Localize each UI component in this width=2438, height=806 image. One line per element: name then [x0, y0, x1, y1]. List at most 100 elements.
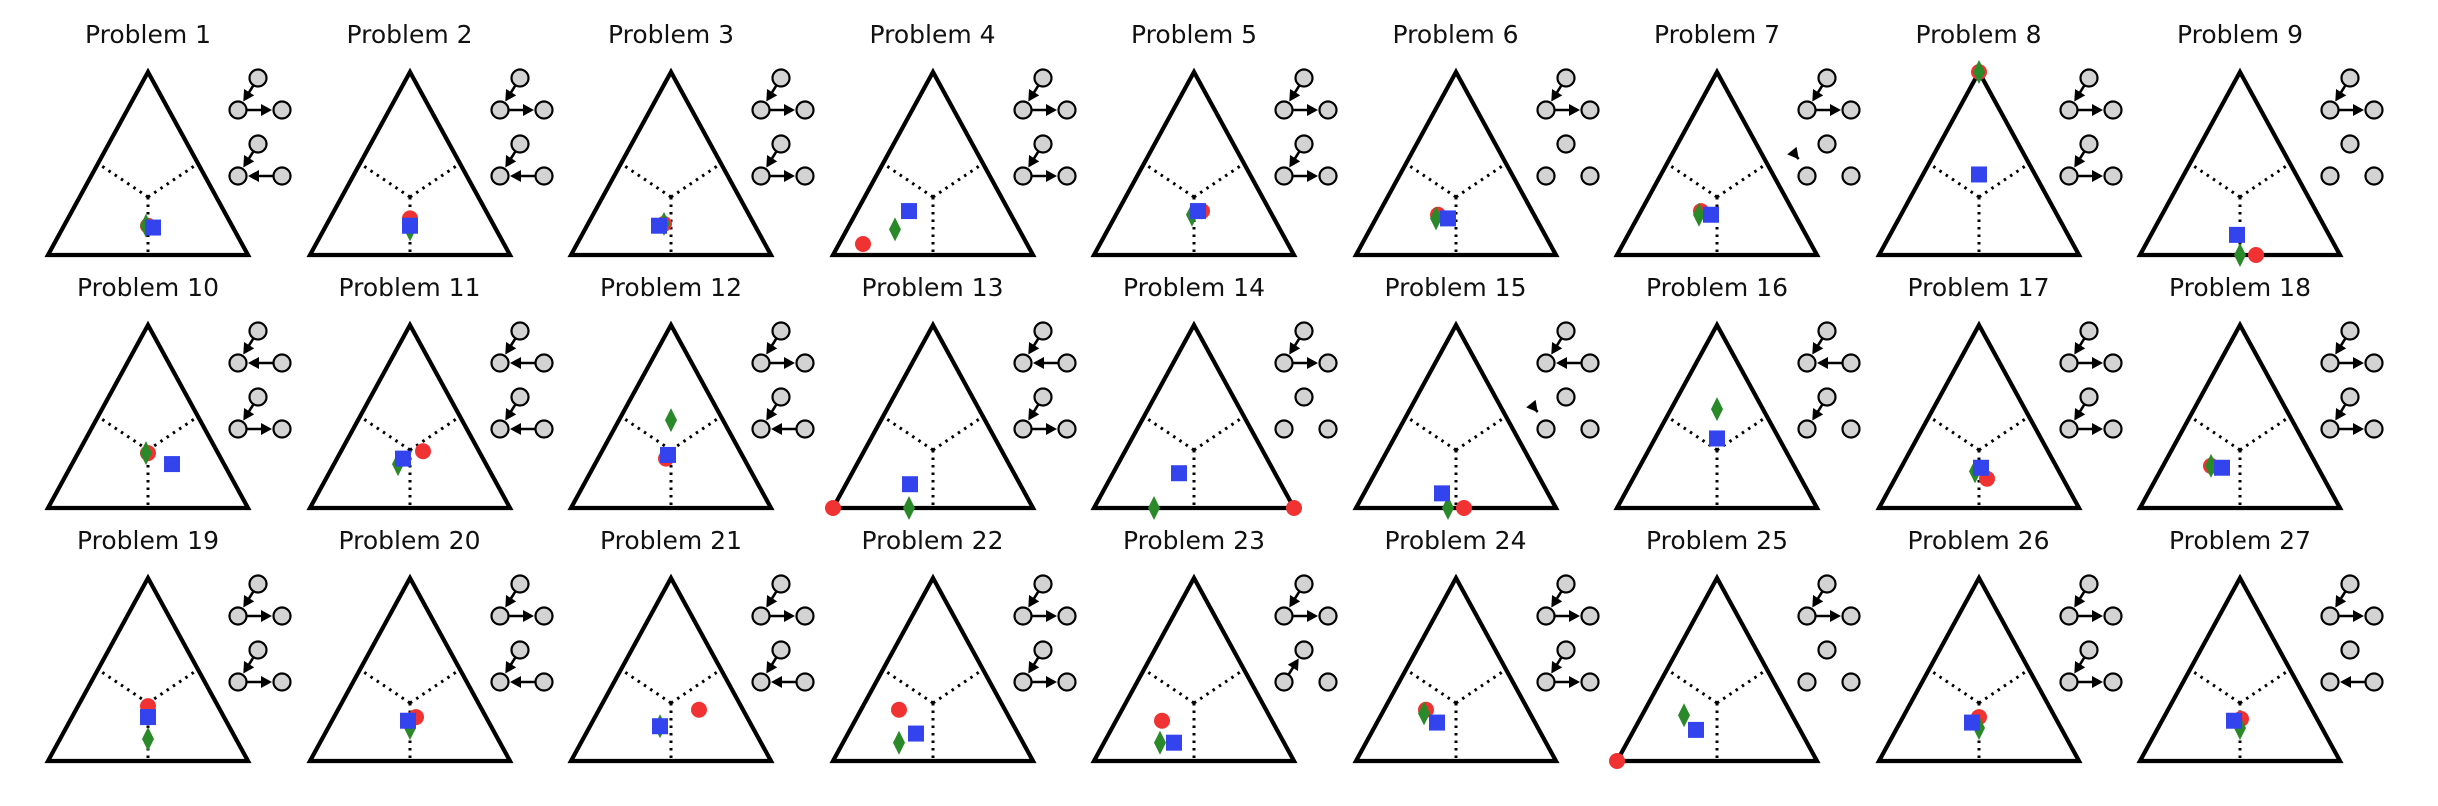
- graph-node-1-a: [489, 353, 510, 373]
- marker-green-diamond: [1678, 703, 1690, 728]
- graph-arrow-1-diag: [243, 590, 255, 608]
- problem-panel: Problem 4: [828, 0, 1093, 258]
- graph-node-2-a: [1012, 419, 1033, 439]
- graph-node-1-c: [1579, 100, 1600, 120]
- graph-node-1-b: [248, 574, 268, 594]
- graph-arrow-1-horizontal: [2077, 104, 2103, 116]
- dotted-divider-right: [931, 668, 984, 705]
- graph-arrow-2-diag: [1787, 146, 1800, 160]
- panel-title: Problem 26: [1907, 526, 2050, 555]
- graph-node-1-c: [1318, 606, 1338, 626]
- dotted-divider-right: [1193, 415, 1245, 452]
- graph-node-2-a: [751, 166, 771, 186]
- dotted-divider-right: [670, 162, 722, 199]
- graph-node-1-b: [248, 68, 268, 88]
- graph-node-2-c: [795, 672, 815, 692]
- dotted-divider-left: [1404, 668, 1457, 705]
- panel-title: Problem 10: [77, 273, 219, 302]
- simplex-diagram: [2136, 573, 2384, 764]
- graph-node-2-c: [272, 672, 292, 692]
- marker-blue-square: [1433, 485, 1450, 502]
- graph-arrow-1-diag: [1289, 84, 1301, 102]
- marker-blue-square: [145, 219, 161, 236]
- graph-node-2-b: [771, 387, 791, 407]
- dotted-divider-left: [881, 415, 934, 452]
- marker-green-diamond: [665, 408, 677, 433]
- graph-arrow-1-horizontal: [2339, 357, 2364, 369]
- graph-node-1-c: [1841, 606, 1861, 626]
- dotted-divider-left: [358, 162, 411, 199]
- graph-node-1-a: [489, 100, 510, 120]
- graph-arrow-1-diag: [1550, 84, 1562, 102]
- graph-node-2-b: [1817, 134, 1837, 154]
- graph-node-2-a: [489, 166, 510, 186]
- marker-red-circle: [824, 500, 841, 516]
- graph-arrow-1-horizontal: [508, 104, 534, 116]
- graph-arrow-1-horizontal: [1555, 357, 1581, 369]
- graph-node-1-c: [533, 606, 554, 626]
- graph-node-2-a: [1274, 419, 1294, 439]
- graph-arrow-2-diag: [243, 403, 255, 421]
- graph-node-1-a: [1797, 606, 1817, 626]
- graph-arrow-1-horizontal: [1031, 104, 1057, 116]
- marker-blue-square: [1166, 734, 1182, 751]
- graph-node-1-b: [1294, 321, 1314, 341]
- graph-arrow-1-diag: [1027, 590, 1039, 608]
- dotted-divider-right: [1977, 162, 2030, 199]
- graph-node-1-c: [2364, 606, 2384, 626]
- problem-panel: Problem 14: [1090, 253, 1354, 520]
- dotted-divider-left: [2189, 668, 2241, 705]
- graph-node-1-a: [1535, 353, 1556, 373]
- marker-green-diamond: [888, 217, 901, 242]
- marker-green-diamond: [2234, 243, 2246, 267]
- graph-arrow-1-horizontal: [248, 357, 273, 369]
- graph-node-2-c: [272, 166, 292, 186]
- graph-arrow-2-diag: [504, 403, 516, 421]
- graph-node-1-b: [1294, 574, 1314, 594]
- dotted-divider-left: [97, 668, 149, 705]
- graph-arrow-2-diag: [504, 656, 516, 674]
- graph-arrow-1-diag: [1289, 590, 1301, 608]
- dotted-divider-right: [408, 668, 461, 705]
- dotted-divider-right: [147, 668, 199, 705]
- simplex-diagram: [1351, 320, 1600, 520]
- graph-arrow-1-horizontal: [247, 610, 272, 622]
- marker-green-diamond: [1441, 496, 1454, 520]
- graph-arrow-2-diag: [1287, 658, 1299, 676]
- graph-arrow-2-diag: [1525, 399, 1539, 413]
- dotted-divider-left: [1143, 162, 1195, 199]
- graph-node-1-c: [795, 100, 815, 120]
- graph-node-1-c: [1841, 100, 1861, 120]
- panel-title: Problem 25: [1646, 526, 1788, 555]
- problem-panel: Problem 12: [567, 253, 831, 511]
- panel-title: Problem 22: [861, 526, 1004, 555]
- graph-node-2-a: [228, 672, 248, 692]
- graph-node-1-a: [1012, 353, 1033, 373]
- graph-arrow-2-horizontal: [2339, 423, 2364, 435]
- graph-node-2-b: [248, 640, 268, 660]
- marker-green-diamond: [1693, 202, 1705, 227]
- graph-node-2-a: [1535, 419, 1556, 439]
- panel-title: Problem 1: [84, 20, 212, 49]
- graph-node-2-b: [2078, 387, 2099, 407]
- graph-node-2-c: [1841, 419, 1861, 439]
- problem-panel: Problem 27: [2136, 506, 2400, 764]
- graph-node-2-c: [2364, 672, 2384, 692]
- panel-title: Problem 2: [346, 20, 473, 49]
- graph-arrow-1-diag: [1027, 337, 1039, 355]
- dotted-divider-right: [1454, 162, 1507, 199]
- graph-arrow-1-horizontal: [1293, 104, 1318, 116]
- graph-node-1-a: [1797, 353, 1817, 373]
- problem-panel: Problem 8: [1874, 0, 2139, 258]
- problem-panel: Problem 22: [828, 506, 1093, 764]
- graph-node-1-a: [1535, 606, 1556, 626]
- graph-arrow-1-diag: [2335, 84, 2347, 102]
- graph-node-2-b: [771, 640, 791, 660]
- graph-arrow-1-diag: [766, 84, 778, 102]
- graph-node-2-b: [509, 134, 530, 154]
- simplex-diagram: [44, 320, 292, 511]
- graph-node-1-b: [2078, 321, 2099, 341]
- problem-panel: Problem 26: [1874, 506, 2139, 764]
- panel-title: Problem 17: [1907, 273, 2050, 302]
- graph-node-1-c: [272, 100, 292, 120]
